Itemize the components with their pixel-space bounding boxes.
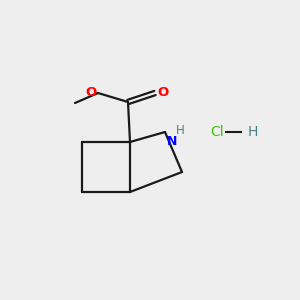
Text: O: O [86,85,97,98]
Text: N: N [167,135,177,148]
Text: H: H [248,125,258,139]
Text: O: O [157,86,168,100]
Text: H: H [176,124,185,137]
Text: Cl: Cl [210,125,224,139]
